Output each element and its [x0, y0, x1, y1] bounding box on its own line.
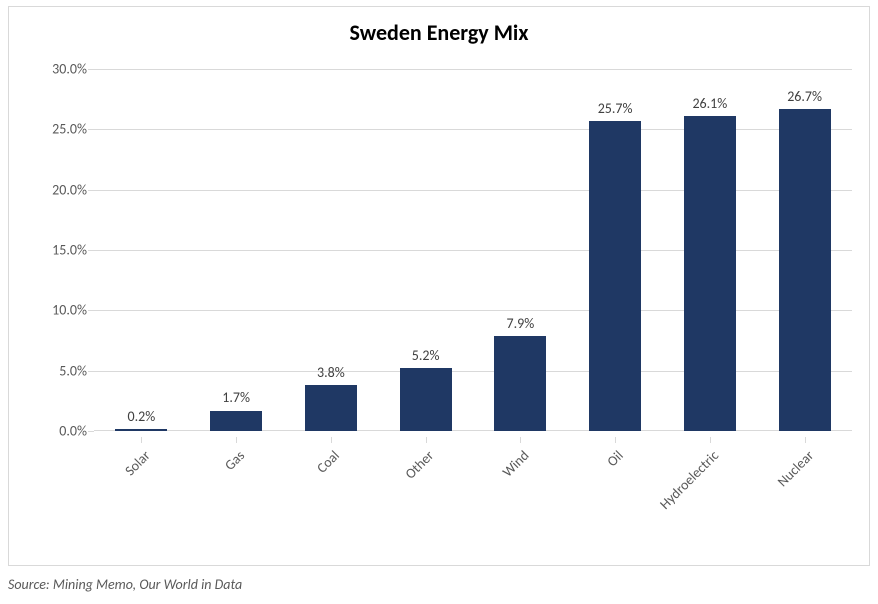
x-tick-mark [141, 437, 142, 443]
y-tick-label: 15.0% [9, 242, 87, 259]
y-tick-label: 10.0% [9, 302, 87, 319]
y-tick-label: 25.0% [9, 121, 87, 138]
plot-area: 0.2% 1.7% 3.8% 5.2% 7.9% 25.7% 26.1% 26.7% [94, 69, 852, 431]
bar-other [400, 368, 452, 431]
gridline [94, 129, 852, 130]
y-tick-mark [88, 250, 94, 251]
x-tick-mark [710, 437, 711, 443]
y-tick-mark [88, 129, 94, 130]
gridline [94, 69, 852, 70]
bar-wind [494, 336, 546, 431]
x-tick-label: Nuclear [773, 447, 816, 490]
bar-coal [305, 385, 357, 431]
y-tick-mark [88, 190, 94, 191]
y-tick-mark [88, 431, 94, 432]
x-tick-label: Wind [499, 447, 533, 481]
y-tick-label: 5.0% [9, 362, 87, 379]
bar-nuclear [779, 109, 831, 431]
y-tick-label: 30.0% [9, 61, 87, 78]
x-tick-label: Coal [313, 447, 343, 477]
data-label: 26.7% [787, 88, 822, 105]
data-label: 25.7% [598, 100, 633, 117]
y-tick-label: 0.0% [9, 423, 87, 440]
x-tick-mark [331, 437, 332, 443]
y-tick-label: 20.0% [9, 181, 87, 198]
y-tick-mark [88, 69, 94, 70]
x-tick-label: Oil [604, 447, 627, 470]
x-tick-label: Solar [121, 447, 153, 479]
x-tick-label: Hydroelectric [656, 447, 722, 513]
data-label: 1.7% [222, 389, 250, 406]
x-tick-mark [426, 437, 427, 443]
data-label: 26.1% [692, 95, 727, 112]
chart-frame: Sweden Energy Mix 0.0% 5.0% 10.0% 15.0% 20.0… [8, 6, 870, 566]
x-tick-mark [236, 437, 237, 443]
y-tick-mark [88, 371, 94, 372]
x-axis-line [94, 430, 852, 431]
data-label: 3.8% [317, 364, 345, 381]
bar-gas [210, 411, 262, 432]
x-tick-mark [805, 437, 806, 443]
x-tick-mark [520, 437, 521, 443]
gridline [94, 250, 852, 251]
y-axis: 0.0%5.0%10.0%15.0%20.0%25.0%30.0% [9, 69, 87, 431]
x-axis: Solar Gas Coal Other Wind Oil Hydroelectric Nuc… [94, 437, 852, 557]
x-tick-mark [615, 437, 616, 443]
data-label: 0.2% [128, 408, 156, 425]
x-tick-label: Gas [221, 447, 248, 474]
data-label: 5.2% [412, 347, 440, 364]
gridline [94, 371, 852, 372]
gridline [94, 190, 852, 191]
source-text: Source: Mining Memo, Our World in Data [8, 576, 242, 593]
y-tick-mark [88, 310, 94, 311]
bar-oil [589, 121, 641, 431]
bar-solar [115, 429, 167, 431]
chart-title: Sweden Energy Mix [9, 19, 869, 46]
bar-hydroelectric [684, 116, 736, 431]
gridline [94, 310, 852, 311]
data-label: 7.9% [507, 315, 535, 332]
x-tick-label: Other [402, 447, 437, 482]
